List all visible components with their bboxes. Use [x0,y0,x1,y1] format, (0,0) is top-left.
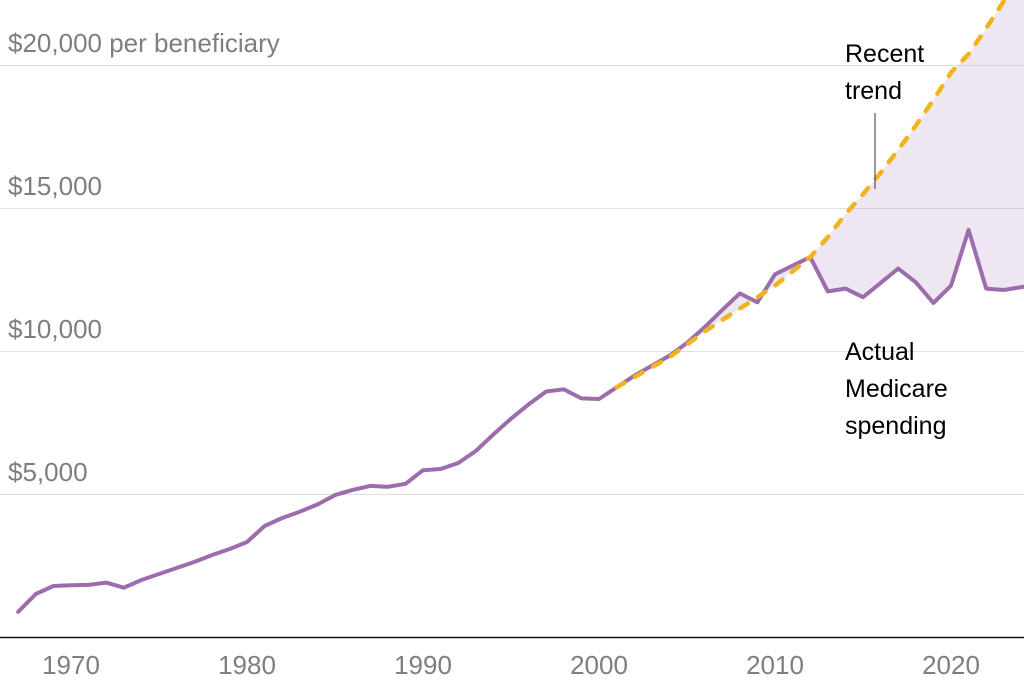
x-tick-label: 2020 [922,650,980,680]
x-tick-label: 2000 [570,650,628,680]
x-tick-label: 1990 [394,650,452,680]
recent-trend-label: Recent trend [845,40,925,105]
actual-spending-line [16,227,1024,614]
y-tick-label: $5,000 [8,456,88,487]
recent-trend-line [614,0,1008,390]
y-tick-label: $20,000 per beneficiary [8,27,280,58]
projected-gap-area [616,0,1024,388]
y-tick-label: $10,000 [8,313,102,344]
actual-spending-label: Actual Medicare spending [845,338,948,440]
x-tick-label: 1980 [218,650,276,680]
y-tick-label: $15,000 [8,170,102,201]
x-tick-label: 1970 [42,650,100,680]
x-tick-label: 2010 [746,650,804,680]
